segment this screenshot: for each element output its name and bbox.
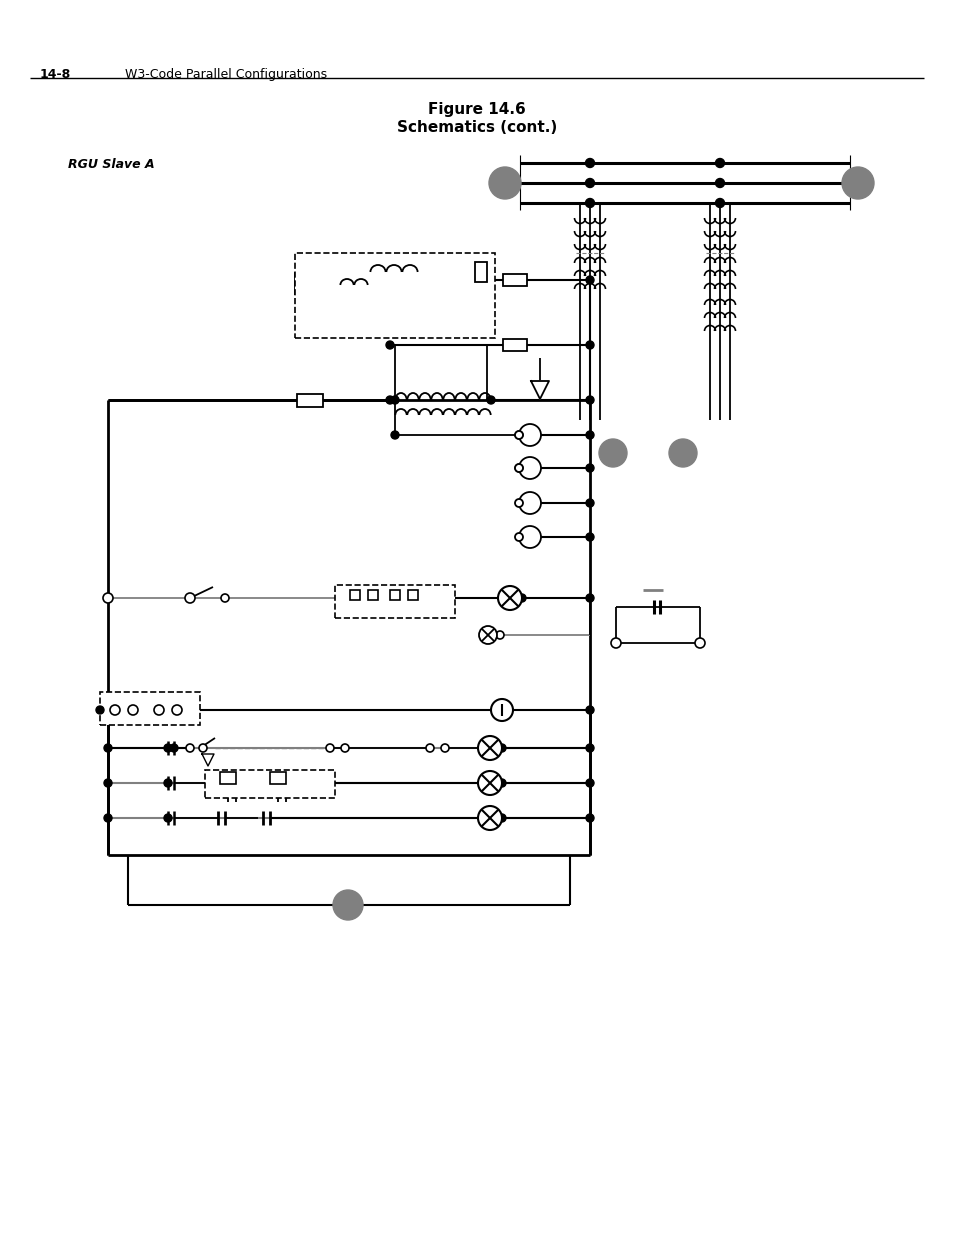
Circle shape <box>426 743 434 752</box>
Circle shape <box>715 179 723 188</box>
Circle shape <box>715 199 723 207</box>
Bar <box>100 692 200 725</box>
Circle shape <box>841 167 873 199</box>
Circle shape <box>477 771 501 795</box>
Circle shape <box>695 638 704 648</box>
Circle shape <box>386 341 394 350</box>
Circle shape <box>585 706 594 714</box>
Bar <box>390 590 399 600</box>
Circle shape <box>515 464 522 472</box>
Circle shape <box>715 158 723 168</box>
Circle shape <box>585 464 594 472</box>
Circle shape <box>515 534 522 541</box>
Circle shape <box>515 499 522 508</box>
Circle shape <box>585 275 594 284</box>
Circle shape <box>585 534 594 541</box>
Circle shape <box>164 814 172 823</box>
Circle shape <box>585 594 594 601</box>
Bar <box>220 772 235 784</box>
Circle shape <box>518 457 540 479</box>
Circle shape <box>515 431 522 438</box>
Circle shape <box>497 585 521 610</box>
Circle shape <box>164 779 172 787</box>
Circle shape <box>186 743 193 752</box>
Circle shape <box>585 396 594 404</box>
Circle shape <box>440 743 449 752</box>
Circle shape <box>517 594 525 601</box>
Circle shape <box>497 743 505 752</box>
Circle shape <box>477 736 501 760</box>
Circle shape <box>326 743 334 752</box>
Circle shape <box>104 814 112 823</box>
Text: Schematics (cont.): Schematics (cont.) <box>396 120 557 135</box>
Circle shape <box>391 396 398 404</box>
Circle shape <box>185 593 194 603</box>
Circle shape <box>104 743 112 752</box>
Bar <box>296 394 323 406</box>
Circle shape <box>391 431 398 438</box>
Circle shape <box>610 638 620 648</box>
Circle shape <box>518 526 540 548</box>
Circle shape <box>515 464 522 472</box>
Circle shape <box>333 890 363 920</box>
Text: W3-Code Parallel Configurations: W3-Code Parallel Configurations <box>125 68 327 82</box>
Circle shape <box>585 341 594 350</box>
Bar <box>350 590 359 600</box>
Circle shape <box>110 705 120 715</box>
Bar <box>502 274 526 287</box>
Circle shape <box>128 705 138 715</box>
Polygon shape <box>531 382 548 399</box>
Circle shape <box>585 199 594 207</box>
Bar <box>205 769 335 798</box>
Circle shape <box>153 705 164 715</box>
Bar <box>294 253 495 338</box>
Bar <box>408 590 417 600</box>
Circle shape <box>585 499 594 508</box>
Bar <box>335 585 455 618</box>
Circle shape <box>491 699 513 721</box>
Circle shape <box>170 743 178 752</box>
Circle shape <box>668 438 697 467</box>
Circle shape <box>585 779 594 787</box>
Bar <box>368 590 377 600</box>
Text: Figure 14.6: Figure 14.6 <box>428 103 525 117</box>
Bar <box>502 338 526 351</box>
Circle shape <box>477 806 501 830</box>
Circle shape <box>386 396 394 404</box>
Circle shape <box>497 779 505 787</box>
Circle shape <box>585 743 594 752</box>
Circle shape <box>518 424 540 446</box>
Text: 14-8: 14-8 <box>40 68 71 82</box>
Circle shape <box>221 594 229 601</box>
Circle shape <box>164 743 172 752</box>
Circle shape <box>199 743 207 752</box>
Circle shape <box>340 743 349 752</box>
Bar <box>475 262 486 282</box>
Circle shape <box>515 431 522 438</box>
Circle shape <box>585 179 594 188</box>
Bar <box>270 772 286 784</box>
Circle shape <box>486 396 495 404</box>
Circle shape <box>518 492 540 514</box>
Circle shape <box>172 705 182 715</box>
Circle shape <box>585 814 594 823</box>
Circle shape <box>598 438 626 467</box>
Circle shape <box>497 814 505 823</box>
Circle shape <box>496 631 503 638</box>
Circle shape <box>96 706 104 714</box>
Circle shape <box>104 779 112 787</box>
Circle shape <box>103 593 112 603</box>
Circle shape <box>478 626 497 643</box>
Text: RGU Slave A: RGU Slave A <box>68 158 154 170</box>
Circle shape <box>585 158 594 168</box>
Circle shape <box>489 167 520 199</box>
Circle shape <box>585 431 594 438</box>
